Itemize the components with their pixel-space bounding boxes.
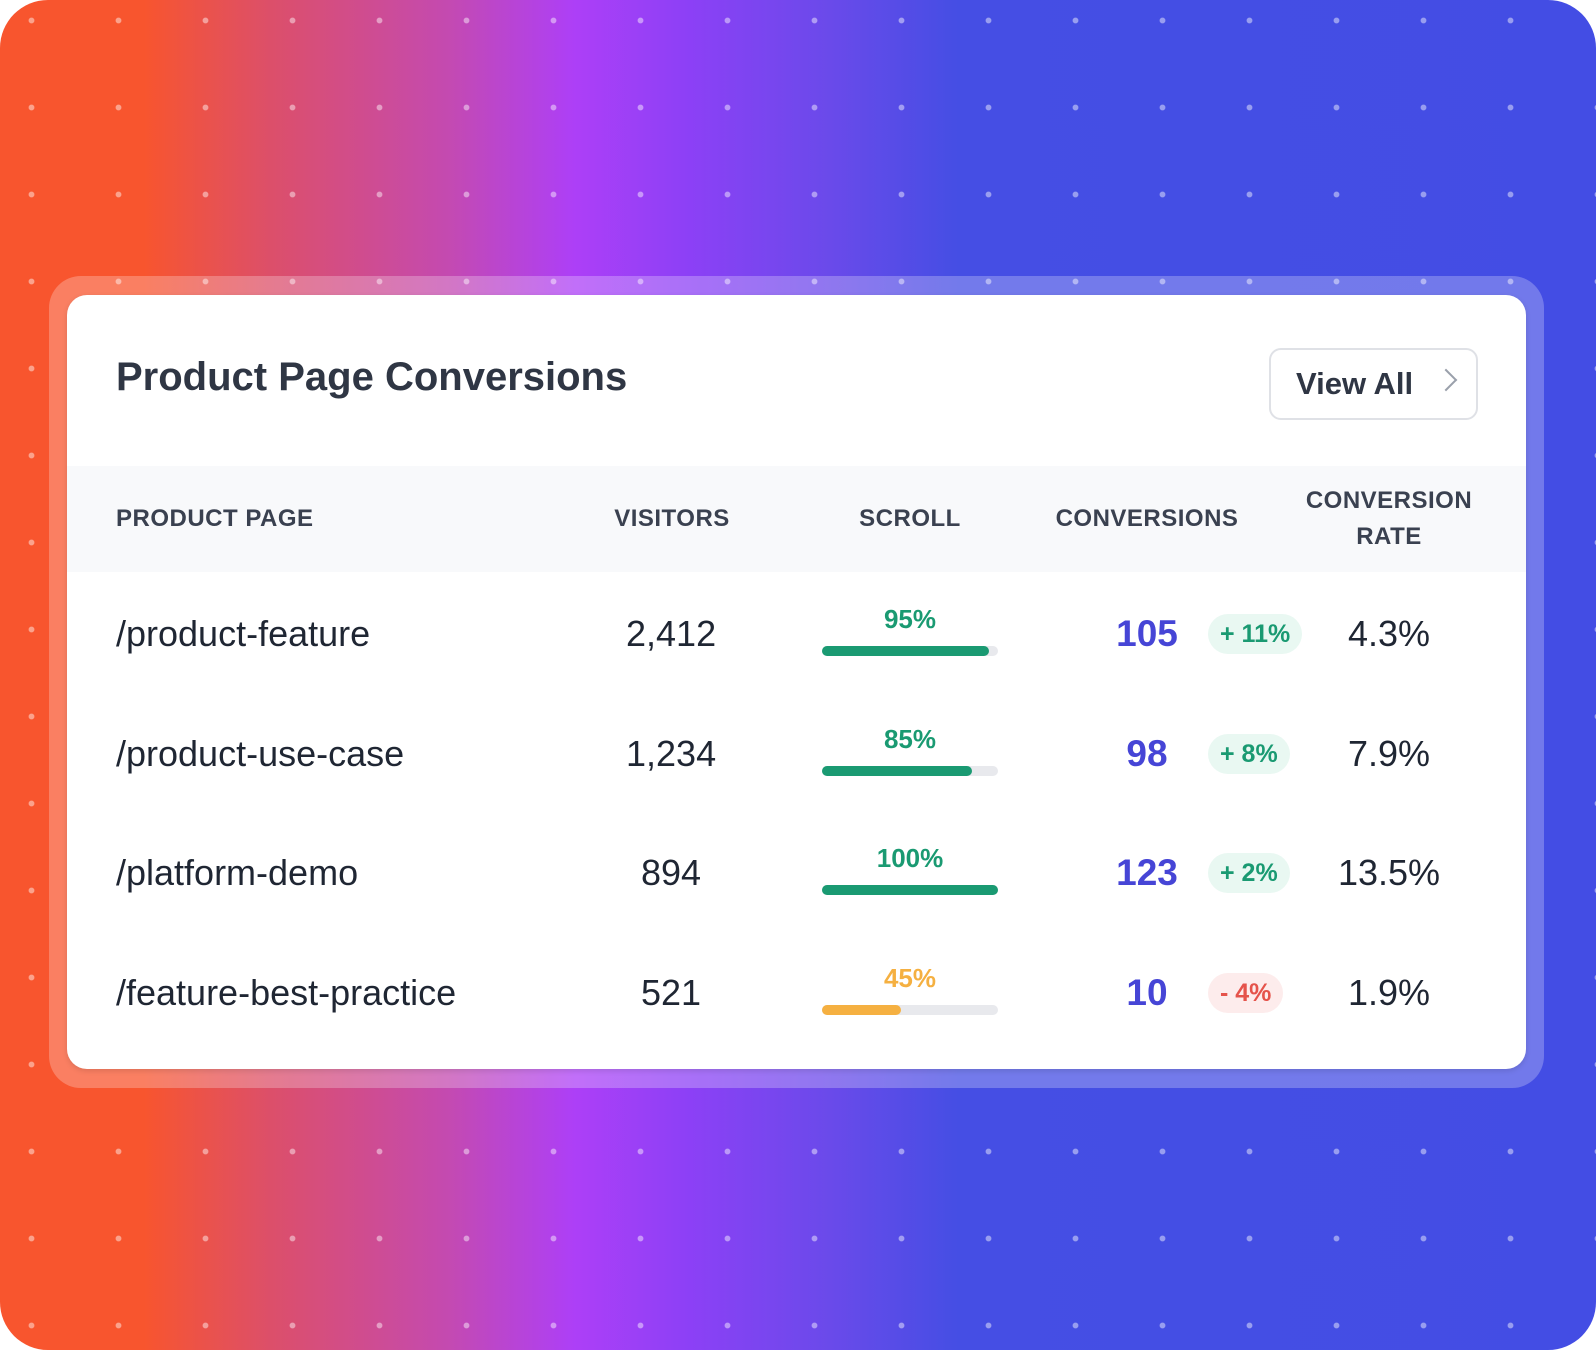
conversions-card: Product Page Conversions View All PRODUC…	[67, 295, 1526, 1069]
conversion-rate-value: 1.9%	[1347, 972, 1431, 1013]
table-header: PRODUCT PAGE VISITORS SCROLL CONVERSIONS…	[67, 466, 1526, 572]
conversions-value: 98	[1126, 733, 1168, 774]
scroll-progress: 95%	[822, 604, 998, 664]
conversions-value: 105	[1116, 613, 1178, 654]
scroll-percent: 100%	[876, 843, 944, 873]
view-all-label: View All	[1296, 366, 1414, 401]
visitors-value: 521	[640, 972, 702, 1013]
scroll-progress: 45%	[822, 963, 998, 1023]
conversions-value: 123	[1116, 852, 1178, 893]
column-header-scroll[interactable]: SCROLL	[859, 505, 961, 532]
product-page-link[interactable]: /feature-best-practice	[116, 972, 457, 1013]
column-header-conversion-rate[interactable]: CONVERSION RATE	[1305, 487, 1473, 550]
visitors-value: 2,412	[626, 613, 717, 654]
column-header-product-page[interactable]: PRODUCT PAGE	[116, 505, 314, 532]
column-header-visitors[interactable]: VISITORS	[614, 505, 730, 532]
scroll-fill	[822, 646, 990, 656]
table-row[interactable]: /product-feature 2,412 95% 105 + 11% 4.3…	[67, 584, 1526, 684]
scroll-percent: 85%	[883, 724, 937, 754]
visitors-value: 1,234	[626, 733, 717, 774]
product-page-link[interactable]: /product-feature	[116, 613, 371, 654]
scroll-track	[822, 885, 998, 895]
scroll-fill	[822, 1005, 902, 1015]
scroll-track	[822, 766, 998, 776]
conversion-rate-value: 13.5%	[1337, 852, 1441, 893]
scroll-percent: 45%	[883, 963, 937, 993]
chevron-right-icon	[1434, 368, 1458, 392]
change-badge: + 2%	[1208, 853, 1290, 893]
table-row[interactable]: /product-use-case 1,234 85% 98 + 8% 7.9%	[67, 704, 1526, 804]
change-badge: + 11%	[1208, 614, 1303, 654]
scroll-progress: 85%	[822, 724, 998, 784]
view-all-button[interactable]: View All	[1269, 348, 1478, 420]
table-row[interactable]: /feature-best-practice 521 45% 10 - 4% 1…	[67, 943, 1526, 1043]
conversion-rate-value: 4.3%	[1347, 613, 1431, 654]
table-row[interactable]: /platform-demo 894 100% 123 + 2% 13.5%	[67, 823, 1526, 923]
change-badge: - 4%	[1208, 973, 1284, 1013]
scroll-track	[822, 646, 998, 656]
conversions-value: 10	[1126, 972, 1168, 1013]
conversion-rate-value: 7.9%	[1347, 733, 1431, 774]
scroll-track	[822, 1005, 998, 1015]
scroll-fill	[822, 885, 998, 895]
scroll-fill	[822, 766, 972, 776]
scroll-percent: 95%	[883, 604, 937, 634]
change-badge: + 8%	[1208, 734, 1290, 774]
visitors-value: 894	[640, 852, 702, 893]
product-page-link[interactable]: /platform-demo	[116, 852, 359, 893]
card-title: Product Page Conversions	[116, 355, 628, 399]
product-page-link[interactable]: /product-use-case	[116, 733, 405, 774]
column-header-conversions[interactable]: CONVERSIONS	[1055, 505, 1239, 532]
scroll-progress: 100%	[822, 843, 998, 903]
